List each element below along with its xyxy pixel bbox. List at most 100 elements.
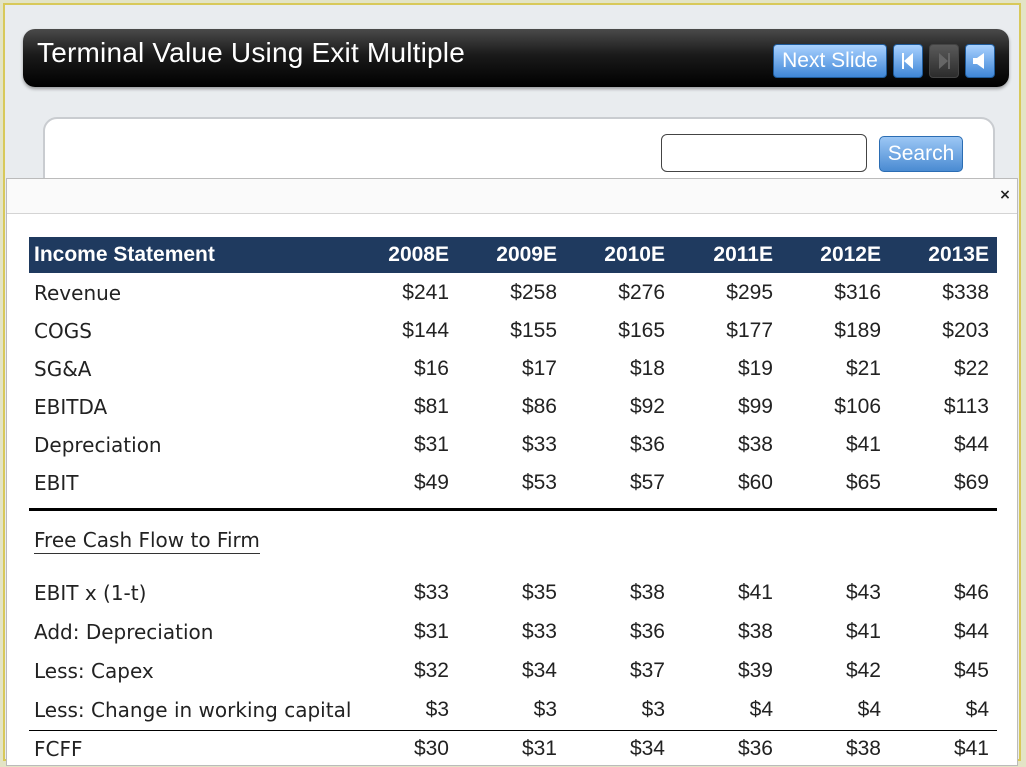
table-row: Depreciation $31 $33 $36 $38 $41 $44 — [29, 427, 997, 463]
row-value: $36 — [737, 737, 773, 760]
row-label: Less: Change in working capital — [34, 698, 352, 722]
overlay-top-bar: × — [7, 179, 1017, 214]
row-value: $31 — [413, 620, 449, 643]
row-value: $49 — [413, 471, 449, 494]
row-value: $41 — [845, 433, 881, 456]
row-value: $44 — [953, 620, 989, 643]
row-value: $18 — [629, 357, 665, 380]
row-value: $3 — [641, 698, 665, 721]
row-value: $44 — [953, 433, 989, 456]
next-button[interactable] — [929, 44, 959, 78]
title-bar: Terminal Value Using Exit Multiple Next … — [23, 29, 1009, 87]
row-value: $203 — [942, 319, 989, 342]
row-value: $4 — [857, 698, 881, 721]
total-divider — [29, 730, 997, 731]
row-value: $43 — [845, 581, 881, 604]
audio-button[interactable] — [965, 44, 995, 78]
row-value: $106 — [834, 395, 881, 418]
row-value: $30 — [413, 737, 449, 760]
row-value: $155 — [510, 319, 557, 342]
year-header: 2012E — [820, 243, 881, 266]
row-value: $4 — [749, 698, 773, 721]
table-row: Revenue $241 $258 $276 $295 $316 $338 — [29, 275, 997, 311]
close-icon[interactable]: × — [999, 187, 1011, 203]
row-value: $3 — [533, 698, 557, 721]
row-value: $60 — [737, 471, 773, 494]
year-header: 2013E — [928, 243, 989, 266]
next-arrow-icon — [939, 53, 950, 69]
row-value: $57 — [629, 471, 665, 494]
row-value: $31 — [413, 433, 449, 456]
next-slide-button[interactable]: Next Slide — [773, 44, 887, 78]
fcf-section-title: Free Cash Flow to Firm — [34, 528, 260, 554]
year-header: 2010E — [604, 243, 665, 266]
row-value: $65 — [845, 471, 881, 494]
row-value: $4 — [965, 698, 989, 721]
table-row: Less: Capex $32 $34 $37 $39 $42 $45 — [29, 653, 997, 689]
row-label: COGS — [34, 319, 92, 343]
search-button[interactable]: Search — [879, 136, 963, 172]
row-value: $189 — [834, 319, 881, 342]
search-input[interactable] — [661, 134, 867, 172]
previous-button[interactable] — [893, 44, 923, 78]
row-value: $258 — [510, 281, 557, 304]
row-value: $38 — [629, 581, 665, 604]
table-row: COGS $144 $155 $165 $177 $189 $203 — [29, 313, 997, 349]
row-value: $53 — [521, 471, 557, 494]
row-value: $81 — [413, 395, 449, 418]
row-value: $338 — [942, 281, 989, 304]
row-value: $36 — [629, 620, 665, 643]
speaker-icon — [973, 53, 984, 69]
row-label: SG&A — [34, 357, 92, 381]
row-value: $32 — [413, 659, 449, 682]
row-value: $38 — [737, 620, 773, 643]
row-value: $46 — [953, 581, 989, 604]
table-row: Less: Change in working capital $3 $3 $3… — [29, 692, 997, 728]
table-row: SG&A $16 $17 $18 $19 $21 $22 — [29, 351, 997, 387]
row-value: $33 — [413, 581, 449, 604]
row-value: $165 — [618, 319, 665, 342]
row-value: $295 — [726, 281, 773, 304]
row-value: $41 — [953, 737, 989, 760]
row-value: $38 — [737, 433, 773, 456]
table-row: EBIT $49 $53 $57 $60 $65 $69 — [29, 465, 997, 501]
row-value: $19 — [737, 357, 773, 380]
row-value: $38 — [845, 737, 881, 760]
table-row: EBITDA $81 $86 $92 $99 $106 $113 — [29, 389, 997, 425]
row-label: EBIT — [34, 471, 79, 495]
row-label: EBITDA — [34, 395, 108, 419]
row-value: $37 — [629, 659, 665, 682]
row-value: $35 — [521, 581, 557, 604]
row-value: $22 — [953, 357, 989, 380]
row-label: Less: Capex — [34, 659, 154, 683]
table-row: Add: Depreciation $31 $33 $36 $38 $41 $4… — [29, 614, 997, 650]
row-value: $33 — [521, 620, 557, 643]
slide-title: Terminal Value Using Exit Multiple — [37, 37, 466, 68]
row-label: Add: Depreciation — [34, 620, 214, 644]
row-value: $144 — [402, 319, 449, 342]
row-value: $316 — [834, 281, 881, 304]
row-value: $34 — [521, 659, 557, 682]
row-value: $36 — [629, 433, 665, 456]
row-value: $92 — [629, 395, 665, 418]
row-value: $21 — [845, 357, 881, 380]
row-value: $276 — [618, 281, 665, 304]
row-value: $99 — [737, 395, 773, 418]
section-divider — [29, 508, 997, 511]
year-header: 2008E — [388, 243, 449, 266]
year-header: 2011E — [713, 243, 773, 266]
row-label: Depreciation — [34, 433, 162, 457]
table-header-row: Income Statement 2008E 2009E 2010E 2011E… — [29, 237, 997, 273]
row-value: $69 — [953, 471, 989, 494]
row-value: $17 — [521, 357, 557, 380]
row-label: FCFF — [34, 737, 83, 761]
table-header-label: Income Statement — [34, 243, 215, 266]
row-value: $41 — [845, 620, 881, 643]
row-value: $39 — [737, 659, 773, 682]
row-value: $241 — [402, 281, 449, 304]
table-overlay: × Income Statement 2008E 2009E 2010E 201… — [6, 178, 1018, 766]
row-value: $45 — [953, 659, 989, 682]
table-row: EBIT x (1-t) $33 $35 $38 $41 $43 $46 — [29, 575, 997, 611]
row-value: $34 — [629, 737, 665, 760]
table-row-total: FCFF $30 $31 $34 $36 $38 $41 — [29, 731, 997, 767]
